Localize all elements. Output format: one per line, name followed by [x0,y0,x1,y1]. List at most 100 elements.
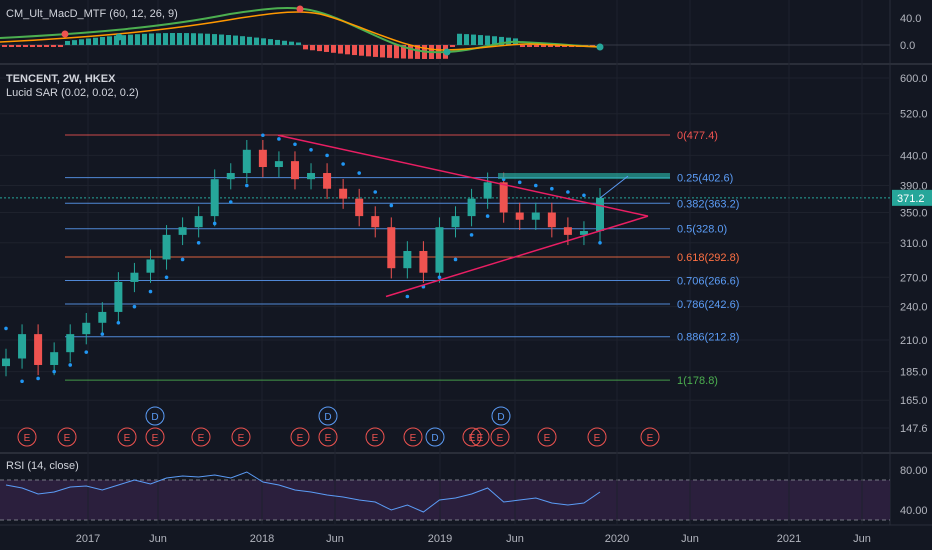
macd-bar [541,45,546,47]
sar-dot [4,326,8,331]
time-tick: Jun [149,533,167,545]
macd-bar [359,45,364,56]
sar-dot [212,221,217,226]
earnings-marker [17,427,37,447]
sar-dot [164,275,169,280]
fib-label: 0.706(266.6) [677,275,739,287]
earnings-letter: E [64,433,71,444]
dividend-letter: D [324,412,331,423]
sar-dot [357,171,361,175]
rsi-band [0,480,890,520]
candle-body [34,334,43,365]
macd-bar [107,36,112,45]
earnings-letter: E [594,433,601,444]
macd-pane[interactable] [0,5,890,59]
sar-dot [405,294,410,299]
macd-bar [205,33,210,45]
macd-bar [198,33,203,45]
sar-dot [517,180,522,185]
macd-bar [191,33,196,45]
axes: 600.0 520.0 440.0 390.0 350.0 310.0 270.0 240.0… [76,13,932,545]
macd-bar [282,40,287,45]
earnings-letter: E [477,433,484,444]
symbol-title: TENCENT, 2W, HKEX [6,73,116,85]
candle-body [387,227,396,269]
macd-bar [149,33,154,45]
price-tick: 600.0 [900,73,928,85]
macd-bar [310,45,315,51]
rsi-title: RSI (14, close) [6,460,79,472]
macd-bar [51,45,56,47]
candle-body [483,182,492,199]
earnings-marker [640,427,660,447]
earnings-marker [231,427,251,447]
earnings-letter: E [238,433,245,444]
macd-tick: 0.0 [900,40,915,52]
fib-label: 0(477.4) [677,130,718,142]
time-tick: 2020 [605,533,629,545]
macd-bar [450,45,455,47]
macd-bar [296,42,301,45]
candle-body [307,173,316,180]
sar-dot [228,200,233,204]
fibonacci-retracement[interactable]: 0(477.4) 0.25(402.6) 0.382(363.2) 0.5(328.0… [65,130,739,387]
price-tick: 165.0 [900,395,928,407]
candle-body [515,212,524,220]
earnings-dividend-markers[interactable]: E E E E E E E E E E E E E E E ED D DD [17,406,660,447]
macd-bar [415,45,420,59]
macd-bar [394,45,399,59]
sar-dot [116,320,121,325]
rsi-line [5,471,601,513]
macd-tick: 40.0 [900,13,921,25]
sar-dot [437,275,442,280]
macd-bar [254,37,259,45]
earnings-marker [191,427,211,447]
macd-bar [506,37,511,45]
macd-cross-dot [115,33,123,41]
candle-body [146,259,155,273]
earnings-letter: E [152,433,159,444]
dividend-letter: D [151,412,158,423]
candle-body [531,212,540,220]
macd-bar [2,45,7,47]
macd-bar [247,36,252,45]
macd-bar [485,35,490,45]
macd-bar [30,45,35,47]
sar-dot [389,203,394,208]
sar-dot [196,241,201,245]
sar-dot [261,133,265,138]
earnings-letter: E [372,433,379,444]
sar-dot [277,137,281,141]
sar-dot [373,190,378,194]
earnings-letter: E [325,433,332,444]
sar-dot [36,376,40,381]
lower-trendline [385,215,649,298]
fib-label: 0.382(363.2) [677,198,739,210]
price-tick: 390.0 [900,181,928,193]
target-zone [498,173,670,180]
macd-bar [548,45,553,47]
upper-trendline [277,134,649,217]
candle-body [258,149,267,168]
time-tick: Jun [506,533,524,545]
trend-drawings[interactable] [277,134,670,298]
time-tick: 2021 [777,533,801,545]
candles[interactable] [2,140,604,377]
candle-body [435,227,444,273]
macd-bar [86,38,91,45]
grid [0,0,890,525]
dividend-marker [318,406,338,426]
macd-cross-dot [443,48,451,56]
price-tick: 185.0 [900,367,928,379]
macd-bar [156,33,161,45]
rsi-pane[interactable] [5,471,601,513]
time-tick: Jun [326,533,344,545]
price-tick: 240.0 [900,302,928,314]
earnings-marker [403,427,423,447]
candle-body [499,182,508,213]
time-tick: 2017 [76,533,100,545]
candle-body [579,231,588,235]
macd-bar [464,34,469,45]
price-tick: 350.0 [900,208,928,220]
